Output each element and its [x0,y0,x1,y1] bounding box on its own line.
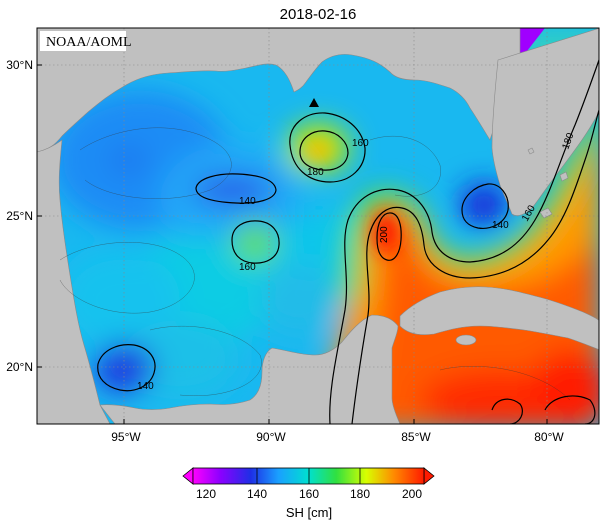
plot-frame [36,27,600,425]
lat-label: 20°N [6,360,33,374]
colorbar-tick: 180 [350,487,370,501]
contour-label: 160 [239,262,256,273]
triangle-marker-icon [309,98,319,107]
lon-label: 95°W [111,430,141,444]
latitude-labels: 30°N 25°N 20°N [6,58,33,374]
longitude-labels: 95°W 90°W 85°W 80°W [111,430,564,444]
axis-ticks [37,64,548,424]
contour-label: 140 [492,220,509,231]
lon-label: 80°W [534,430,564,444]
colorbar-max-arrow-icon [423,467,435,485]
land [37,28,599,424]
credit-box [40,31,126,51]
lat-label: 25°N [6,209,33,223]
colorbar-tick: 160 [299,487,319,501]
lon-label: 85°W [401,430,431,444]
colorbar-min-arrow-icon [182,467,194,485]
credit-label: NOAA/AOML [46,35,132,50]
colorbar-tick: 200 [402,487,422,501]
contour-label: 200 [379,226,390,243]
colorbar: 120 140 160 180 200 SH [cm] [182,467,435,520]
contour-label: 180 [307,167,324,178]
lat-label: 30°N [6,58,33,72]
lon-label: 90°W [256,430,286,444]
contour-label: 140 [137,381,154,392]
contour-label: 140 [239,196,256,207]
map-title: 2018-02-16 [280,6,357,23]
colorbar-gradient [192,467,425,485]
contour-lines [97,59,599,424]
colorbar-label: SH [cm] [286,505,332,520]
contour-labels: 140 140 140 160 160 160 180 180 200 [137,131,577,392]
plot-area: 140 140 140 160 160 160 180 180 200 [37,28,599,424]
colorbar-tick: 140 [247,487,267,501]
contour-label: 160 [352,138,369,149]
colorbar-tick: 120 [196,487,216,501]
